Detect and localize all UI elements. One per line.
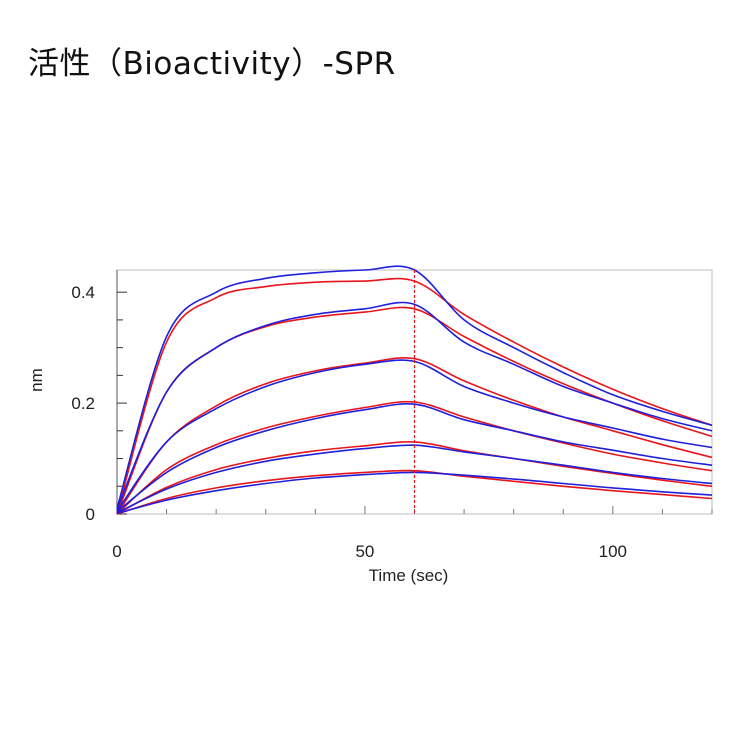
fit-curve-3 [116, 357, 713, 515]
fit-curve-1 [116, 277, 713, 515]
measured-curve-2 [116, 301, 713, 510]
x-tick-label: 0 [112, 542, 121, 561]
y-tick-label: 0.4 [71, 283, 95, 302]
x-axis-label: Time (sec) [369, 566, 449, 585]
y-tick-label: 0.2 [71, 394, 95, 413]
x-tick-label: 100 [599, 542, 627, 561]
measured-curve-1 [116, 265, 713, 509]
y-axis-label: nm [27, 368, 46, 392]
measured-curve-4 [116, 403, 713, 513]
x-tick-label: 50 [355, 542, 374, 561]
page-title: 活性（Bioactivity）-SPR [28, 46, 396, 82]
y-tick-label: 0 [86, 505, 95, 524]
